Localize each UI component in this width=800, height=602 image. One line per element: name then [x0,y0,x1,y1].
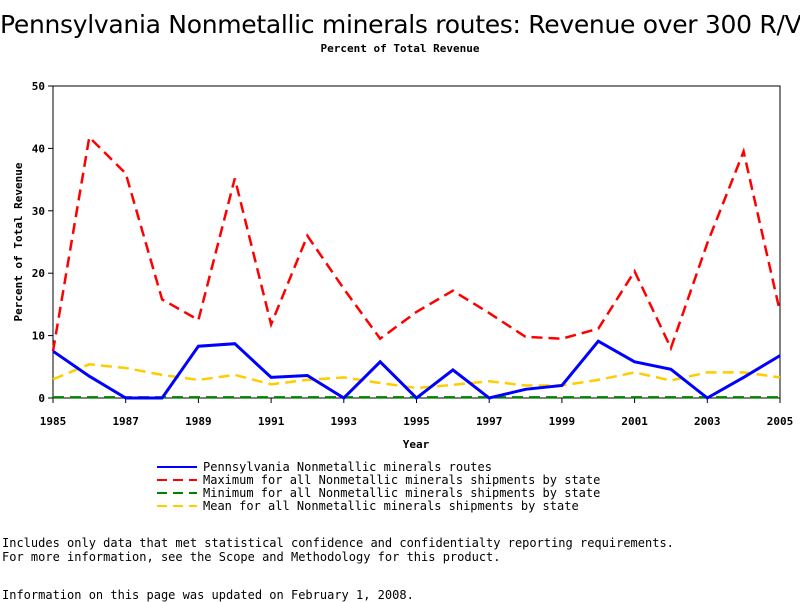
plot-frame [52,85,781,399]
y-tick-label: 30 [32,205,45,218]
footnote-line-2: For more information, see the Scope and … [2,550,501,564]
x-tick-label: 1999 [549,415,576,428]
x-tick-label: 1997 [476,415,503,428]
x-tick-label: 1987 [112,415,139,428]
footnote-line-1: Includes only data that met statistical … [2,536,674,550]
x-tick-label: 1989 [185,415,212,428]
series-line-0 [52,339,781,400]
legend-label-0: Pennsylvania Nonmetallic minerals routes [203,460,492,474]
y-tick-label: 10 [32,330,45,343]
y-axis: 0 10 20 30 40 50 [32,80,53,405]
x-tick-label: 2001 [621,415,648,428]
legend: Pennsylvania Nonmetallic minerals routes… [157,460,600,513]
updated-note: Information on this page was updated on … [2,588,414,602]
y-tick-label: 40 [32,142,45,155]
x-tick-label: 1995 [403,415,430,428]
x-axis-label: Year [403,438,430,451]
y-tick-label: 0 [38,392,45,405]
x-tick-label: 2005 [767,415,794,428]
y-tick-label: 50 [32,80,45,93]
chart-subtitle: Percent of Total Revenue [320,42,480,55]
y-tick-label: 20 [32,267,45,280]
x-tick-label: 1985 [40,415,67,428]
x-tick-label: 2003 [694,415,721,428]
series-line-1 [51,134,782,352]
chart-title: Pennsylvania Nonmetallic minerals routes… [0,10,800,39]
series-lines [51,134,782,400]
series-line-3 [52,363,781,390]
x-tick-label: 1991 [258,415,285,428]
legend-label-1: Maximum for all Nonmetallic minerals shi… [203,473,600,487]
y-axis-label: Percent of Total Revenue [12,162,25,321]
line-chart: 0 10 20 30 40 50 1985 1987 1989 1991 1993 1995 1997… [12,80,794,513]
footnote: Includes only data that met statistical … [2,536,674,564]
x-axis: 1985 1987 1989 1991 1993 1995 1997 1999 2001 2003… [40,398,794,428]
legend-label-3: Mean for all Nonmetallic minerals shipme… [203,499,579,513]
legend-label-2: Minimum for all Nonmetallic minerals shi… [203,486,600,500]
x-tick-label: 1993 [331,415,358,428]
